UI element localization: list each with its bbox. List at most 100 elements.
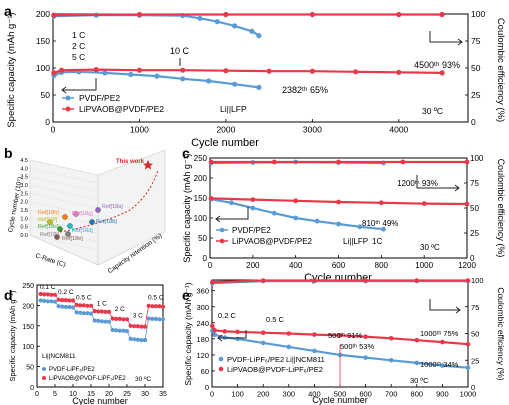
panel-b-point: [54, 234, 60, 240]
panel-e-series-point-1: [222, 329, 228, 334]
panel-a-series-point-3: [223, 11, 229, 18]
panel-e-series-point-0: [388, 358, 394, 363]
panel-b-point-star: [143, 160, 153, 170]
panel-c-arrowhead-ce: [454, 184, 460, 192]
panel-b-z-ticks: 0.0 0.5 1.0 1.5 2.0 2.5 3.0 3.5 4.0 4.5: [20, 158, 28, 239]
panel-d-series-point-0: [117, 328, 122, 333]
panel-c-xtick-label: 600: [332, 261, 346, 270]
panel-a-series-point-0: [154, 73, 160, 79]
panel-d-xtick-label: 10: [69, 391, 77, 398]
panel-e-y2tick-label: 25: [471, 356, 479, 365]
panel-a-series-point-0: [256, 84, 262, 90]
panel-a-arrow-ce: [429, 31, 462, 43]
panel-d-series-point-1: [114, 316, 119, 321]
panel-a-xtick-label: 4000: [389, 125, 408, 135]
panel-b-ztick-label: 2.5: [20, 191, 28, 197]
panel-b-point-label: Ref[18f]: [38, 217, 58, 223]
panel-d-series-point-1: [52, 292, 58, 297]
panel-e-series-point-0: [440, 363, 445, 368]
panel-b-grid-line: [29, 184, 99, 201]
panel-c-xtick-label: 1200: [458, 261, 476, 270]
panel-e-xtick-label: 100: [231, 390, 244, 399]
panel-d-series-point-0: [135, 337, 140, 342]
panel-e-series-point-3: [414, 278, 420, 283]
panel-d-series-point-1: [124, 317, 130, 322]
panel-a-ytick-label: 100: [36, 63, 50, 73]
panel-d-series-point-1: [67, 298, 72, 303]
panel-a-series-point-0: [232, 81, 238, 87]
panel-a-y2-ticks: 0 25 50 75 100: [465, 9, 485, 127]
panel-e-xlabel: Cycle number: [312, 395, 368, 405]
panel-e-ytick-label: 60: [201, 367, 209, 376]
panel-a-series-point-0: [128, 71, 134, 78]
panel-a-series-point-3: [136, 11, 143, 18]
panel-d-xlabel: Cycle number: [72, 396, 128, 405]
panel-d-series-point-0: [99, 319, 104, 324]
panel-d-series-point-1: [88, 303, 94, 308]
panel-b-point: [89, 219, 95, 225]
panel-d-series-point-1: [45, 292, 50, 297]
panel-b-ztick-label: 1.0: [20, 216, 28, 222]
panel-e-arrow-ce: [429, 299, 460, 311]
panel-c-cell: Li||LFP: [343, 237, 368, 246]
panel-c-ytick-label: 0: [203, 254, 208, 263]
panel-d-xtick-label: 20: [105, 391, 113, 398]
panel-e-y-ticks: 0 60 120 180 240 300 360: [196, 287, 215, 392]
panel-a-series-point-1: [51, 70, 57, 76]
panel-e-legend-lipvaob: LiPVAOB@PVDF-LiPF₆/PE2: [227, 365, 323, 374]
panel-b-point-label: This work: [116, 159, 145, 165]
panel-a-temp: 30 ºC: [422, 106, 443, 116]
panel-e-series-point-1: [414, 337, 420, 343]
panel-c-series-point-1: [464, 201, 470, 207]
panel-a-series-line-0: [53, 70, 260, 89]
panel-a-pvdf-retention: 2382ᵗʰ 65%: [282, 85, 328, 95]
panel-d-ytick-label: 150: [22, 324, 34, 331]
panel-c: c 0 50 100 150 200 250 0 25 50 75 100 0 200 400 600 8…: [182, 145, 506, 284]
panel-e-xtick-label: 1000: [460, 390, 477, 399]
panel-e: e 0 60 120 180 240 300 360 0 25 50 75 100 0 100 200 3…: [182, 276, 506, 405]
panel-b-grid-line: [29, 176, 99, 192]
panel-c-series-point-3: [208, 159, 214, 165]
panel-c-arrowhead-cap: [215, 215, 221, 223]
panel-a-ytick-label: 50: [41, 90, 51, 100]
panel-a-series: [51, 11, 445, 90]
panel-d-xtick-label: 35: [159, 391, 167, 398]
panel-d-series-point-0: [146, 316, 151, 321]
panel-d-series-point-1: [42, 292, 47, 297]
panel-a-series-point-1: [223, 68, 229, 74]
panel-e-ytick-label: 180: [196, 335, 209, 344]
panel-d-cell: Li||NCM811: [42, 353, 76, 360]
panel-c-xtick-label: 800: [375, 261, 389, 270]
panel-e-series-point-0: [235, 336, 240, 342]
panel-d-rate-label: 0.1 C: [40, 284, 56, 291]
panel-e-arrowhead-ce: [455, 306, 461, 314]
panel-e-series-point-1: [260, 330, 266, 336]
panel-b-point: [65, 231, 71, 237]
panel-a-cell: Li||LFP: [220, 104, 247, 114]
panel-c-temp: 30 ºC: [420, 243, 440, 252]
panel-e-y2tick-label: 0: [471, 383, 475, 392]
panel-d-ytick-label: 200: [22, 303, 34, 310]
panel-d-series-point-0: [60, 304, 65, 309]
panel-d-series-point-1: [132, 324, 137, 329]
panel-d-ytick-label: 50: [26, 365, 34, 372]
panel-e-arrow-cap: [218, 330, 247, 339]
panel-c-ytick-label: 150: [194, 194, 208, 203]
panel-d-series-point-1: [60, 298, 65, 303]
panel-c-x-ticks: 0 200 400 600 800 1000 1200: [208, 255, 476, 270]
panel-b-grid-line: [29, 218, 99, 234]
panel-d-series-point-1: [157, 304, 162, 309]
panel-e-series-point-1: [286, 331, 292, 336]
panel-a-y-ticks: 0 50 100 150 200: [36, 9, 56, 127]
panel-d-series-point-1: [81, 303, 86, 308]
panel-b-point-label: Ref[18d]: [72, 228, 93, 234]
panel-b-ztick-label: 0.5: [20, 225, 28, 231]
panel-b-point-label: Ref[18a]: [102, 204, 123, 210]
panel-d-series-point-1: [139, 324, 144, 329]
panel-d-rate-label: 0.2 C: [58, 289, 74, 296]
panel-a-legend-pvdf: PVDF/PE2: [79, 93, 120, 103]
panel-d-series: [38, 291, 166, 343]
panel-c-ytick-label: 50: [198, 234, 207, 243]
panel-d-series-point-0: [153, 316, 158, 321]
